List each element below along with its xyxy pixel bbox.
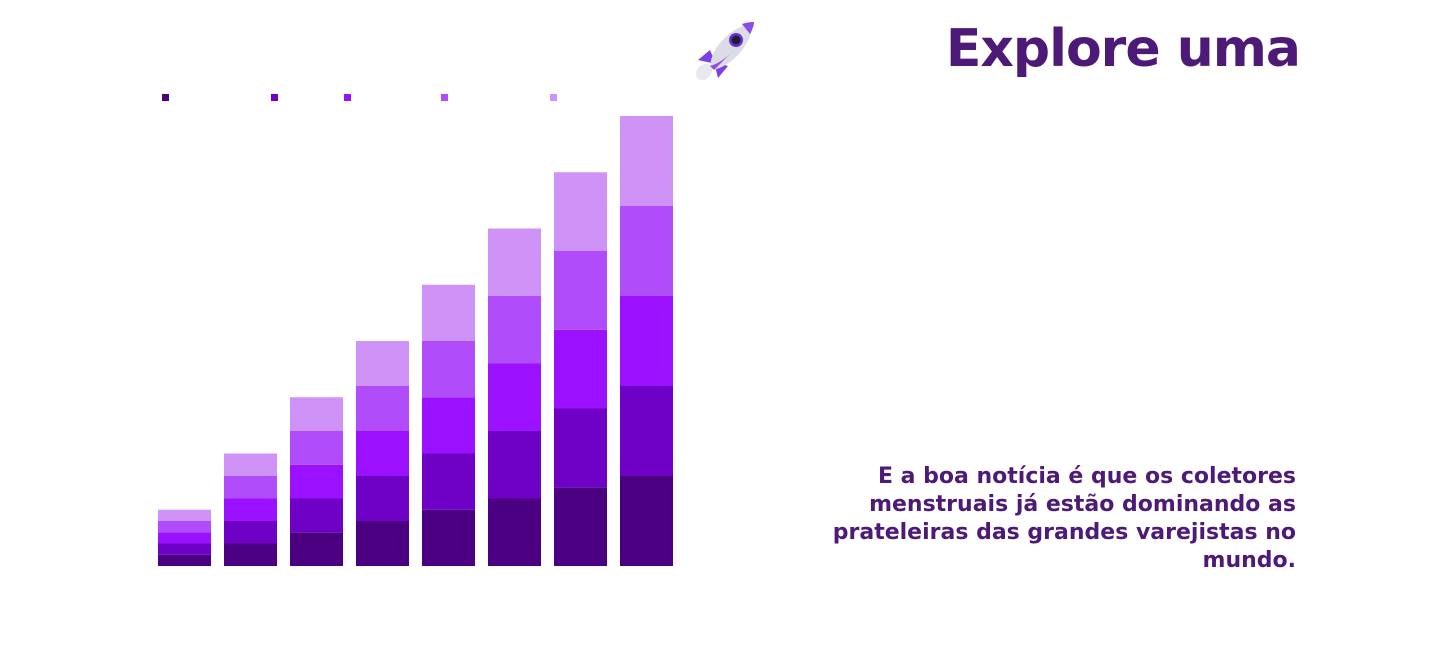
bar-segment [488,228,541,296]
bar-segment [620,116,673,206]
bar-segment [356,386,409,431]
legend-swatch [550,94,557,101]
bar-segment [224,498,277,521]
bar-segment [290,498,343,533]
bar-segment [422,341,475,398]
body-text: E a boa notícia é que os coletores menst… [832,464,1296,573]
bar-segment [422,284,475,341]
bar-segment [158,509,211,521]
bar-segment [224,453,277,476]
rocket-icon [690,16,762,86]
bar-segment [554,329,607,409]
bar-segment [620,206,673,296]
bar-segment [290,532,343,566]
bar-segment [224,476,277,499]
bar-segment [488,296,541,364]
legend-swatch [344,94,351,101]
bar-segment [158,554,211,566]
bar-segment [224,543,277,566]
legend-swatch [441,94,448,101]
bar-segment [290,464,343,499]
bar-segment [158,543,211,555]
bar-segment [488,431,541,499]
bar-segment [422,397,475,454]
bar-segment [554,172,607,251]
bar-segment [356,431,409,476]
bars [158,116,673,566]
bar-segment [224,521,277,544]
bar-segment [356,521,409,566]
stacked-bar-chart [158,94,673,566]
bar-segment [356,341,409,386]
bar-segment [290,431,343,465]
bar-segment [158,521,211,533]
legend-swatch [162,94,169,101]
legend-swatch [271,94,278,101]
page-title: Explore uma [945,19,1301,79]
bar-segment [422,453,475,510]
legend [162,94,557,101]
bar-segment [620,386,673,476]
bar-segment [554,408,607,488]
bar-segment [290,397,343,431]
bar-segment [158,532,211,544]
bar-segment [620,296,673,386]
bar-segment [488,498,541,566]
bar-segment [620,476,673,566]
bar-segment [356,476,409,521]
bar-segment [554,487,607,566]
bar-segment [554,251,607,330]
bar-segment [422,509,475,566]
bar-segment [488,363,541,431]
